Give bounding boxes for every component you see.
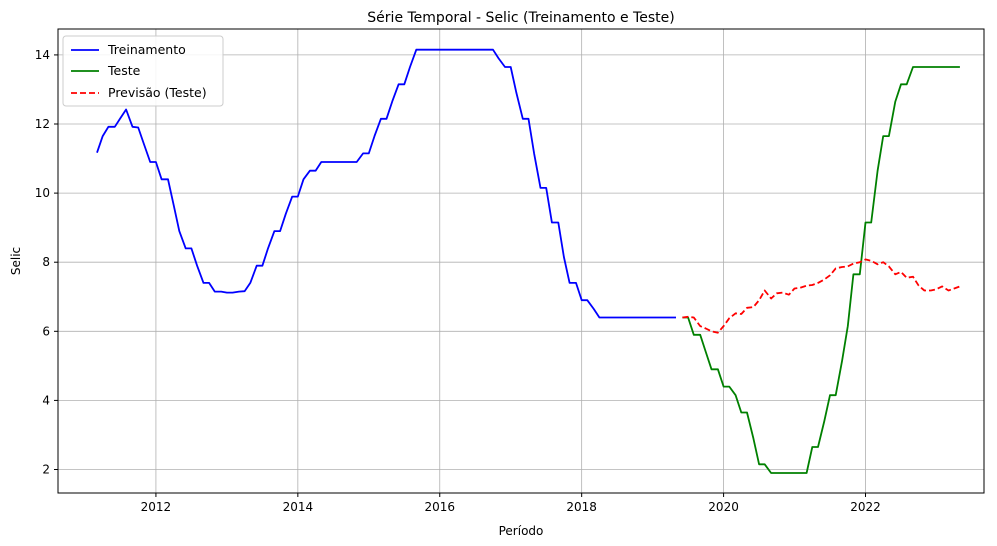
y-tick-label: 12 [35, 117, 50, 131]
legend-label-treinamento: Treinamento [107, 42, 186, 57]
plot-frame [57, 28, 985, 494]
legend: Treinamento Teste Previsão (Teste) [62, 35, 224, 107]
series-line-2 [682, 258, 961, 334]
legend-box [62, 35, 224, 107]
grid [58, 29, 984, 493]
y-tick-label: 6 [42, 324, 50, 338]
series-line-0 [96, 48, 676, 319]
y-tick-label: 4 [42, 393, 50, 407]
x-tick-label: 2020 [708, 500, 739, 514]
x-tick-label: 2016 [424, 500, 455, 514]
y-axis-label: Selic [9, 247, 23, 275]
x-tick-label: 2018 [566, 500, 597, 514]
x-tick-label: 2022 [850, 500, 881, 514]
y-tick-label: 2 [42, 463, 50, 477]
x-axis-label: Período [499, 524, 544, 538]
legend-label-teste: Teste [107, 63, 141, 78]
axis-ticks: 2012 2014 2016 2018 2020 2022 2 4 6 8 10 12 14 [35, 48, 881, 514]
y-tick-label: 10 [35, 186, 50, 200]
series-lines [96, 48, 961, 474]
series-line-1 [682, 66, 960, 474]
y-tick-label: 8 [42, 255, 50, 269]
chart-title: Série Temporal - Selic (Treinamento e Te… [367, 10, 674, 26]
y-tick-label: 14 [35, 48, 50, 62]
x-tick-label: 2014 [283, 500, 314, 514]
x-tick-label: 2012 [141, 500, 172, 514]
legend-label-previsao: Previsão (Teste) [108, 85, 207, 100]
